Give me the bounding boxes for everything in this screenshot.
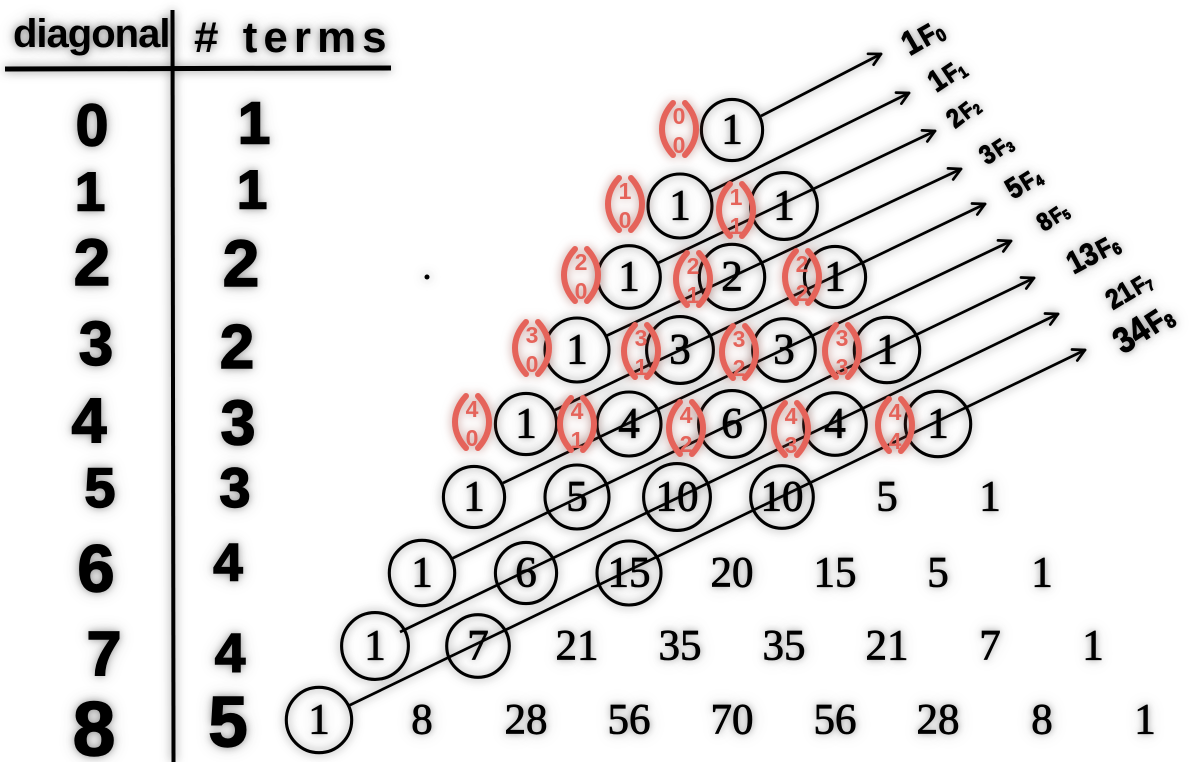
svg-text:1: 1	[730, 184, 743, 210]
svg-text:1: 1	[619, 178, 632, 204]
svg-text:3: 3	[733, 326, 746, 352]
svg-text:0: 0	[673, 103, 686, 129]
svg-text:1: 1	[730, 213, 743, 239]
svg-text:4: 4	[466, 396, 479, 422]
svg-text:0: 0	[526, 351, 539, 377]
svg-text:0: 0	[575, 278, 588, 304]
svg-text:4: 4	[889, 428, 902, 454]
svg-text:4: 4	[680, 402, 693, 428]
svg-text:1: 1	[687, 282, 700, 308]
svg-text:2: 2	[680, 431, 693, 457]
svg-text:1: 1	[635, 354, 648, 380]
svg-text:2: 2	[687, 253, 700, 279]
svg-text:3: 3	[836, 354, 849, 380]
svg-text:2: 2	[796, 251, 809, 277]
svg-text:3: 3	[836, 325, 849, 351]
svg-text:0: 0	[619, 207, 632, 233]
svg-text:3: 3	[635, 325, 648, 351]
svg-text:0: 0	[673, 132, 686, 158]
svg-text:0: 0	[466, 425, 479, 451]
svg-text:4: 4	[571, 398, 584, 424]
svg-text:3: 3	[785, 432, 798, 458]
svg-text:4: 4	[889, 399, 902, 425]
svg-text:4: 4	[785, 403, 798, 429]
svg-text:2: 2	[575, 249, 588, 275]
svg-text:3: 3	[526, 322, 539, 348]
svg-text:2: 2	[796, 280, 809, 306]
svg-text:1: 1	[571, 427, 584, 453]
svg-text:2: 2	[733, 355, 746, 381]
